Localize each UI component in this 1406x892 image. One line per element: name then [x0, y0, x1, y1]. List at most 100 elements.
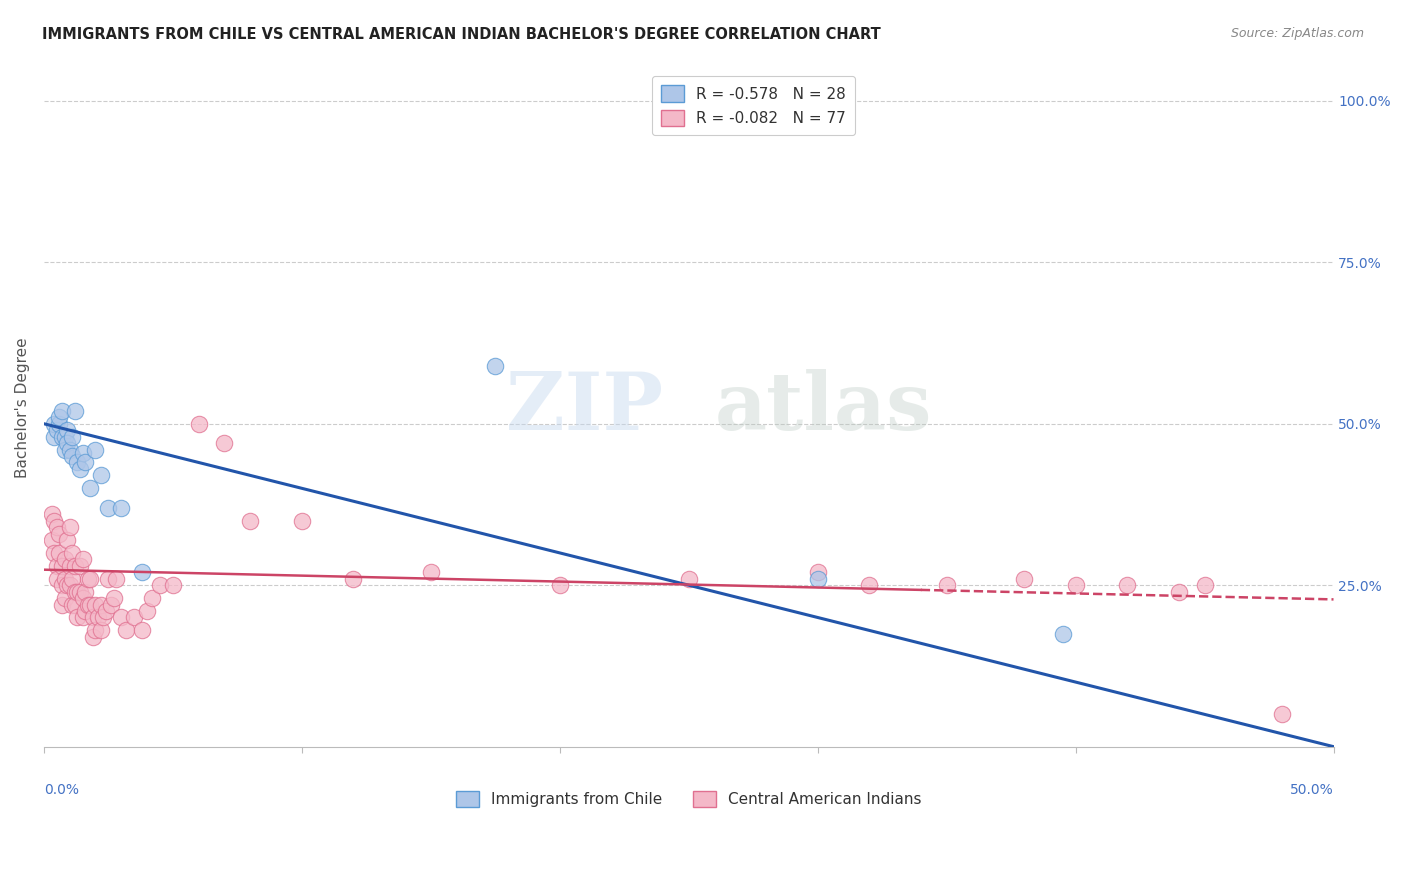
Point	[51, 430, 73, 444]
Legend: Immigrants from Chile, Central American Indians: Immigrants from Chile, Central American …	[450, 785, 928, 814]
Point	[162, 578, 184, 592]
Point	[97, 500, 120, 515]
Point	[342, 572, 364, 586]
Point	[53, 572, 76, 586]
Point	[60, 430, 83, 444]
Point	[56, 533, 79, 547]
Point	[94, 604, 117, 618]
Point	[678, 572, 700, 586]
Point	[66, 610, 89, 624]
Point	[75, 455, 97, 469]
Point	[63, 598, 86, 612]
Point	[41, 533, 63, 547]
Point	[807, 566, 830, 580]
Point	[90, 624, 112, 638]
Point	[59, 578, 82, 592]
Point	[63, 404, 86, 418]
Point	[131, 624, 153, 638]
Point	[51, 404, 73, 418]
Point	[69, 462, 91, 476]
Y-axis label: Bachelor's Degree: Bachelor's Degree	[15, 337, 30, 478]
Point	[48, 546, 70, 560]
Point	[44, 417, 66, 431]
Point	[1167, 584, 1189, 599]
Text: IMMIGRANTS FROM CHILE VS CENTRAL AMERICAN INDIAN BACHELOR'S DEGREE CORRELATION C: IMMIGRANTS FROM CHILE VS CENTRAL AMERICA…	[42, 27, 882, 42]
Point	[44, 514, 66, 528]
Point	[82, 630, 104, 644]
Point	[79, 572, 101, 586]
Point	[90, 468, 112, 483]
Point	[291, 514, 314, 528]
Point	[110, 610, 132, 624]
Point	[75, 604, 97, 618]
Point	[60, 598, 83, 612]
Point	[69, 584, 91, 599]
Point	[149, 578, 172, 592]
Point	[76, 598, 98, 612]
Point	[45, 520, 67, 534]
Point	[100, 598, 122, 612]
Point	[548, 578, 571, 592]
Point	[63, 584, 86, 599]
Point	[84, 442, 107, 457]
Point	[45, 558, 67, 573]
Point	[48, 417, 70, 431]
Point	[105, 572, 128, 586]
Point	[45, 423, 67, 437]
Text: 0.0%: 0.0%	[44, 783, 79, 797]
Point	[76, 572, 98, 586]
Point	[115, 624, 138, 638]
Point	[69, 558, 91, 573]
Point	[60, 449, 83, 463]
Point	[41, 507, 63, 521]
Point	[1116, 578, 1139, 592]
Point	[79, 481, 101, 495]
Point	[419, 566, 441, 580]
Point	[72, 591, 94, 606]
Point	[141, 591, 163, 606]
Point	[79, 598, 101, 612]
Point	[53, 552, 76, 566]
Point	[59, 520, 82, 534]
Point	[214, 436, 236, 450]
Text: ZIP: ZIP	[506, 368, 662, 447]
Point	[48, 410, 70, 425]
Point	[53, 430, 76, 444]
Point	[1271, 707, 1294, 722]
Point	[103, 591, 125, 606]
Point	[44, 430, 66, 444]
Point	[935, 578, 957, 592]
Point	[59, 442, 82, 457]
Point	[110, 500, 132, 515]
Point	[72, 610, 94, 624]
Point	[84, 624, 107, 638]
Point	[44, 546, 66, 560]
Point	[48, 526, 70, 541]
Point	[807, 572, 830, 586]
Point	[51, 598, 73, 612]
Point	[136, 604, 159, 618]
Point	[45, 572, 67, 586]
Point	[60, 572, 83, 586]
Point	[72, 552, 94, 566]
Text: 50.0%: 50.0%	[1289, 783, 1333, 797]
Point	[1012, 572, 1035, 586]
Point	[122, 610, 145, 624]
Point	[87, 610, 110, 624]
Point	[1194, 578, 1216, 592]
Point	[75, 584, 97, 599]
Text: atlas: atlas	[714, 368, 932, 447]
Point	[63, 558, 86, 573]
Point	[59, 558, 82, 573]
Point	[131, 566, 153, 580]
Point	[90, 598, 112, 612]
Point	[84, 598, 107, 612]
Point	[51, 578, 73, 592]
Point	[484, 359, 506, 373]
Point	[66, 455, 89, 469]
Point	[56, 578, 79, 592]
Point	[82, 610, 104, 624]
Point	[187, 417, 209, 431]
Point	[239, 514, 262, 528]
Point	[91, 610, 114, 624]
